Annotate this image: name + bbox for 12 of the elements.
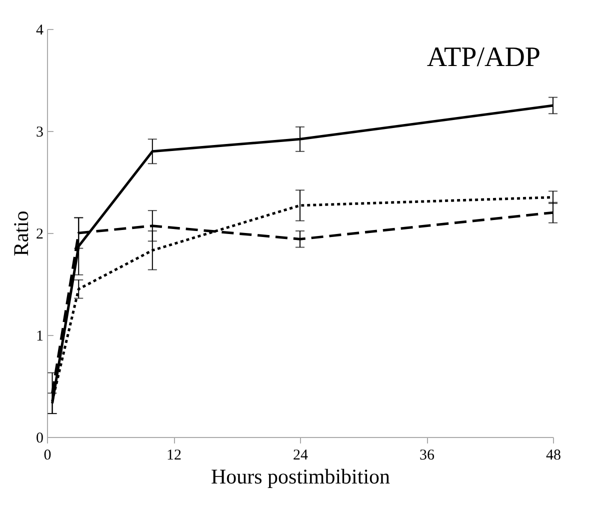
y-tick-label: 1 xyxy=(36,328,44,344)
y-tick-label: 0 xyxy=(36,430,44,446)
x-axis-title: Hours postimbibition xyxy=(210,464,391,488)
x-tick-label: 48 xyxy=(546,448,561,464)
x-tick-label: 12 xyxy=(166,448,182,464)
y-tick-label: 2 xyxy=(36,226,44,242)
x-tick-label: 24 xyxy=(293,448,308,464)
y-tick-label: 4 xyxy=(36,22,44,38)
chart-title: ATP/ADP xyxy=(426,42,540,73)
y-axis-title: Ratio xyxy=(9,210,33,256)
y-tick-label: 3 xyxy=(36,124,44,140)
x-tick-label: 36 xyxy=(420,448,435,464)
